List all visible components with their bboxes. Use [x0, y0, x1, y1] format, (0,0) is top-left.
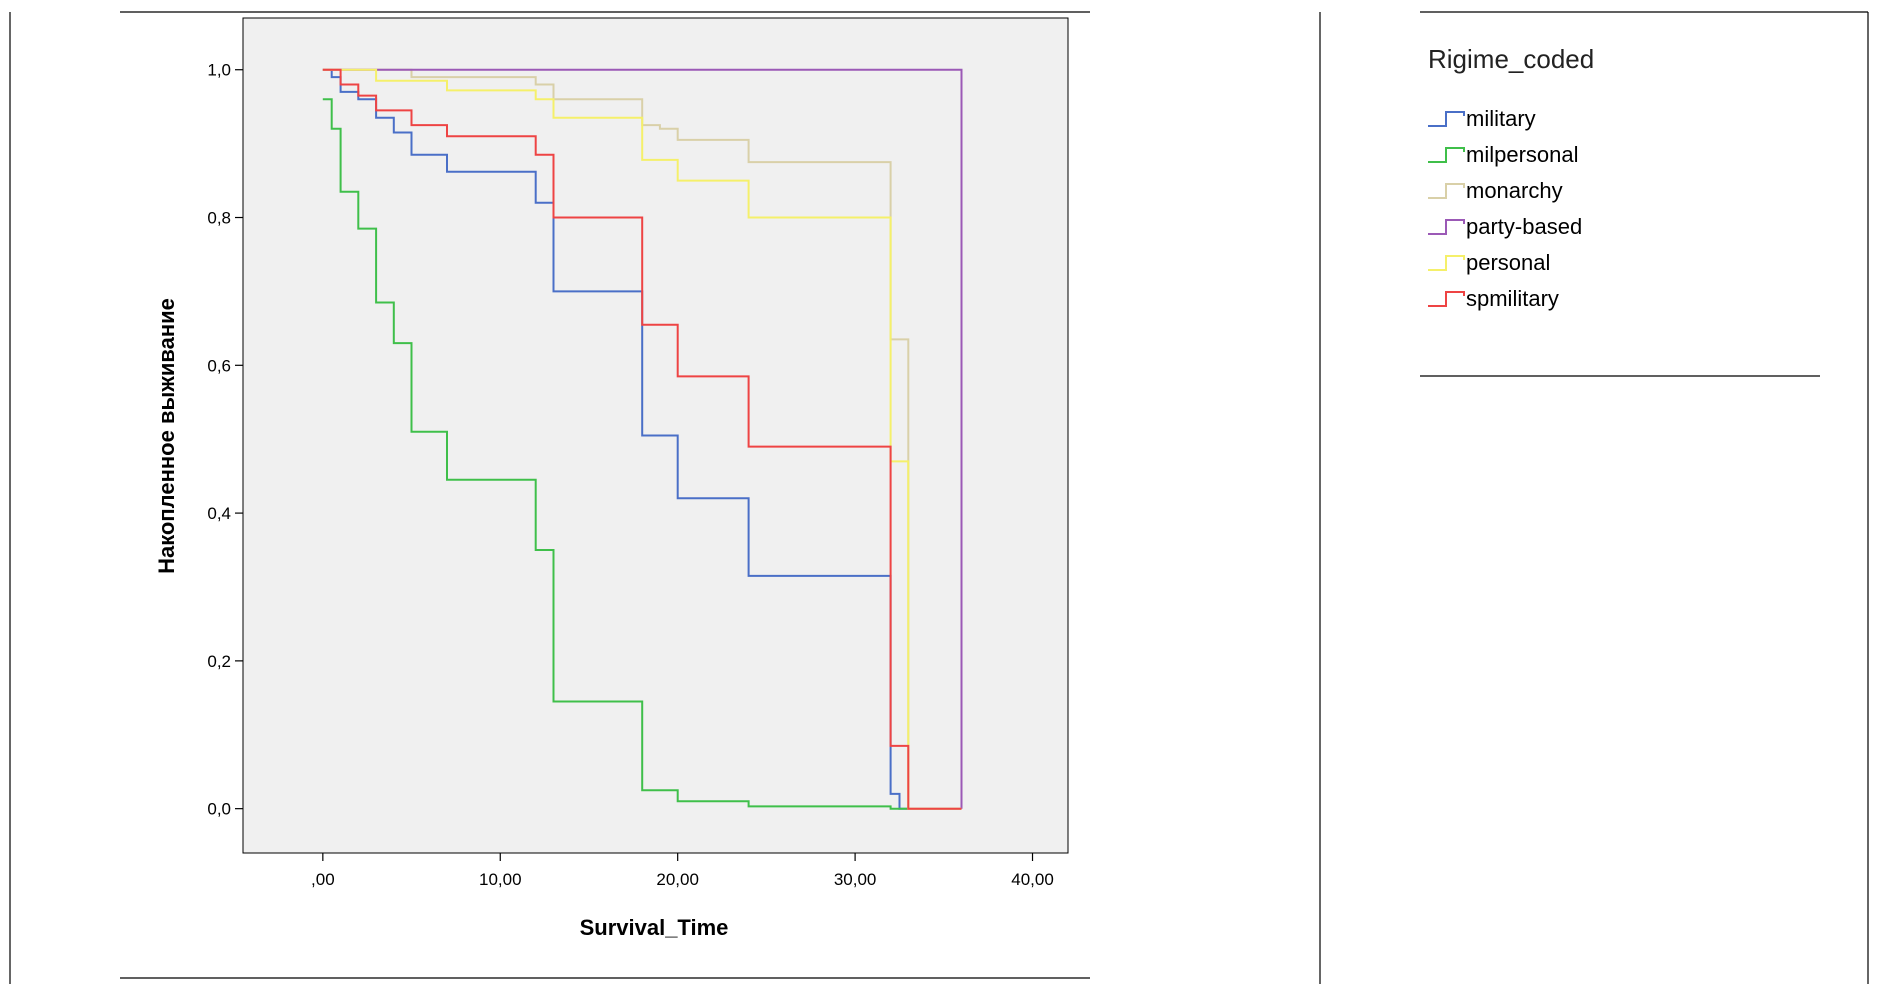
- page-frame: [9, 11, 1869, 984]
- series-line-monarchy: [322, 68, 962, 810]
- y-axis-label: Накопленное выживание: [154, 298, 179, 574]
- legend-label-military: military: [1466, 106, 1536, 131]
- legend-swatch-spmilitary: [1428, 291, 1465, 307]
- legend-swatch-party-based: [1428, 219, 1465, 235]
- x-tick-label: ,00: [311, 870, 335, 889]
- series-line-spmilitary: [322, 68, 962, 810]
- y-tick-label: 1,0: [207, 61, 231, 80]
- legend-label-spmilitary: spmilitary: [1466, 286, 1559, 311]
- series-layer: [322, 68, 963, 810]
- y-tick-label: 0,8: [207, 209, 231, 228]
- y-axis: 0,0 0,2 0,4 0,6 0,8 1,0: [207, 61, 243, 819]
- x-axis-label: Survival_Time: [580, 915, 729, 940]
- legend-label-party-based: party-based: [1466, 214, 1582, 239]
- legend-swatch-personal: [1428, 255, 1465, 271]
- x-tick-label: 10,00: [479, 870, 522, 889]
- legend-label-milpersonal: milpersonal: [1466, 142, 1579, 167]
- legend-label-monarchy: monarchy: [1466, 178, 1563, 203]
- legend-items: military milpersonal monarchy party-based pe…: [1428, 106, 1582, 311]
- series-line-milpersonal: [322, 98, 909, 810]
- legend-label-personal: personal: [1466, 250, 1550, 275]
- legend-swatch-milpersonal: [1428, 147, 1465, 163]
- y-tick-label: 0,2: [207, 652, 231, 671]
- legend-swatch-monarchy: [1428, 183, 1465, 199]
- x-tick-label: 40,00: [1011, 870, 1054, 889]
- y-tick-label: 0,0: [207, 800, 231, 819]
- x-tick-label: 20,00: [656, 870, 699, 889]
- series-line-party-based: [322, 68, 963, 809]
- series-line-personal: [322, 68, 962, 810]
- legend: Rigime_coded military milpersonal monarchy…: [1428, 44, 1594, 311]
- legend-swatch-military: [1428, 111, 1465, 127]
- legend-title: Rigime_coded: [1428, 44, 1594, 74]
- x-tick-label: 30,00: [834, 870, 877, 889]
- x-axis: ,00 10,00 20,00 30,00 40,00: [311, 853, 1054, 889]
- y-tick-label: 0,4: [207, 504, 231, 523]
- y-tick-label: 0,6: [207, 356, 231, 375]
